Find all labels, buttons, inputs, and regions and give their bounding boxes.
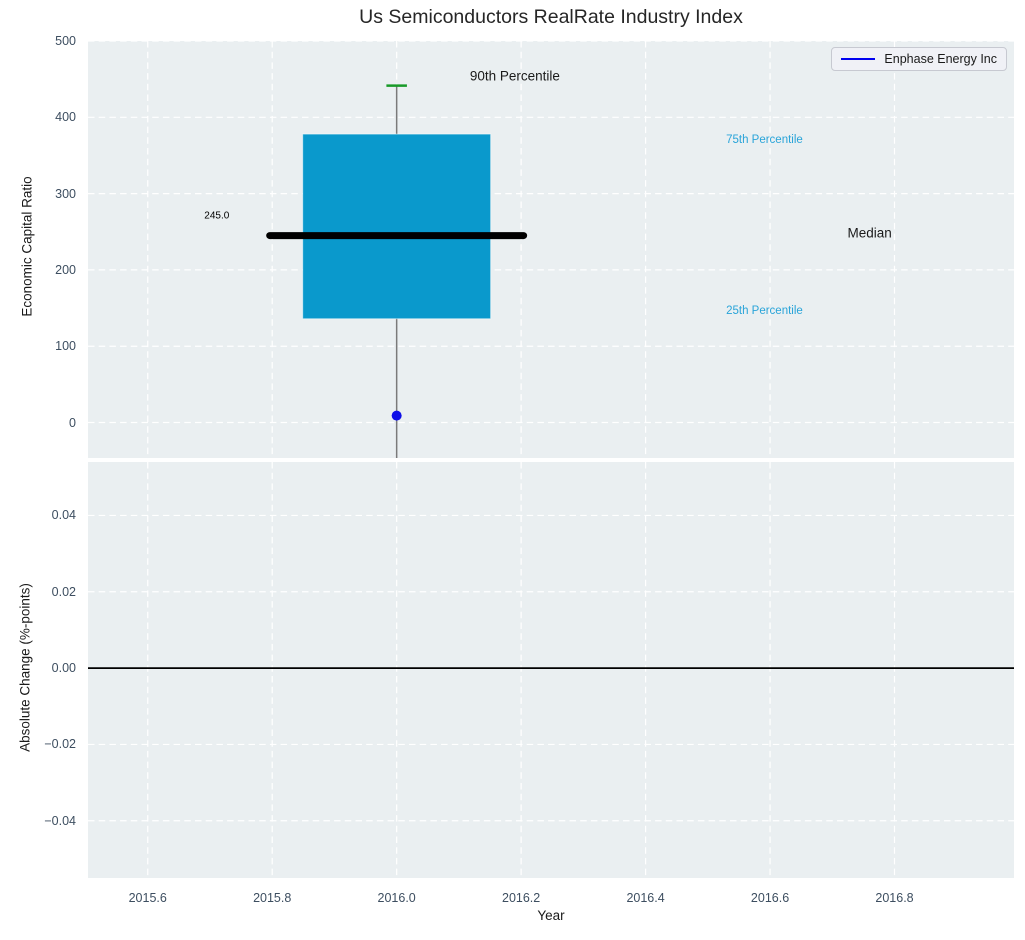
y-tick-label-bottom: −0.02	[44, 737, 76, 752]
top-axes-canvas	[88, 41, 1014, 458]
x-tick-label: 2016.2	[502, 891, 541, 905]
annotation-p90-label: 90th Percentile	[469, 68, 560, 84]
x-tick-label: 2016.0	[377, 891, 416, 905]
x-tick-label: 2015.8	[253, 891, 292, 905]
y-tick-label-top: 200	[55, 262, 76, 277]
y-tick-label-bottom: 0.04	[51, 508, 76, 523]
x-tick-label: 2016.6	[750, 891, 790, 905]
legend-line-sample	[841, 58, 876, 60]
company-point	[391, 410, 402, 421]
y-tick-label-bottom: 0.02	[51, 584, 76, 599]
legend: Enphase Energy Inc	[831, 47, 1007, 71]
y-axis-label-top: Economic Capital Ratio	[19, 176, 35, 317]
x-tick-label: 2015.6	[128, 891, 167, 905]
y-tick-label-bottom: −0.04	[44, 813, 76, 828]
y-tick-label-top: 0	[69, 415, 76, 430]
chart-title: Us Semiconductors RealRate Industry Inde…	[359, 6, 743, 28]
annotation-median-label: Median	[847, 225, 892, 241]
bottom-axes-canvas	[88, 462, 1014, 878]
y-tick-label-bottom: 0.00	[51, 661, 76, 676]
legend-label: Enphase Energy Inc	[884, 52, 997, 66]
y-tick-label-top: 300	[55, 186, 76, 201]
y-tick-label-top: 500	[55, 34, 76, 48]
y-tick-label-top: 100	[55, 339, 76, 354]
bottom-axes	[88, 462, 1014, 878]
annotation-median-value: 245.0	[204, 210, 230, 222]
x-axis-label: Year	[537, 908, 565, 923]
top-axes: Enphase Energy Inc	[88, 41, 1014, 458]
x-tick-label: 2016.8	[875, 891, 914, 905]
annotation-p75-label: 75th Percentile	[726, 134, 803, 147]
annotation-p25-label: 25th Percentile	[726, 305, 803, 318]
iqr-box	[302, 133, 492, 320]
x-tick-label: 2016.4	[626, 891, 665, 905]
y-tick-label-top: 400	[55, 110, 76, 125]
